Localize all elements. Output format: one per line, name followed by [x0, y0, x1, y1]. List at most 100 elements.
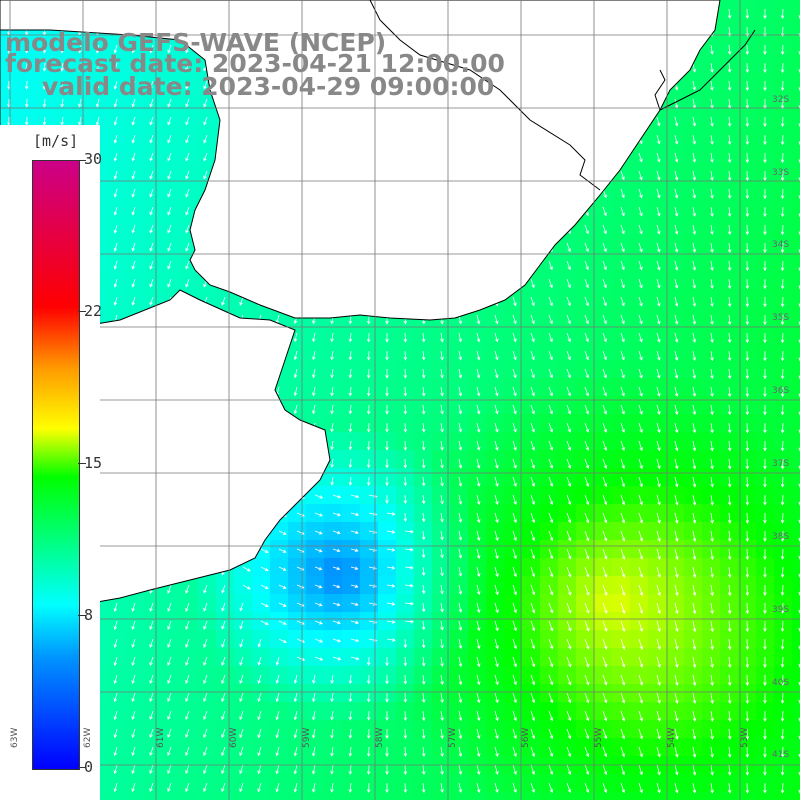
- wind-arrow: [185, 116, 190, 126]
- wind-arrow: [476, 584, 481, 596]
- wind-arrow: [95, 80, 100, 90]
- wind-arrow: [763, 476, 767, 488]
- wind-cell: [756, 792, 774, 800]
- wind-arrow: [257, 710, 262, 721]
- wind-arrow: [674, 332, 679, 343]
- wind-arrow: [421, 512, 426, 523]
- wind-arrow: [131, 674, 136, 685]
- wind-arrow: [386, 530, 396, 534]
- wind-arrow: [366, 692, 371, 703]
- wind-arrow: [476, 710, 481, 722]
- wind-arrow: [763, 314, 767, 326]
- wind-arrow: [745, 440, 750, 452]
- wind-arrow: [674, 314, 679, 325]
- wind-arrow: [440, 368, 444, 379]
- wind-arrow: [512, 332, 517, 343]
- wind-arrow: [638, 782, 643, 794]
- wind-arrow: [348, 728, 353, 739]
- wind-arrow: [113, 188, 118, 198]
- wind-arrow: [780, 152, 785, 164]
- lon-label: 56W: [521, 727, 531, 748]
- wind-arrow: [727, 710, 732, 722]
- wind-arrow: [780, 296, 785, 308]
- wind-arrow: [727, 224, 732, 236]
- wind-arrow: [727, 170, 732, 182]
- wind-arrow: [512, 728, 517, 740]
- wind-arrow: [275, 728, 280, 739]
- wind-arrow: [42, 116, 47, 126]
- wind-arrow: [476, 782, 481, 793]
- wind-arrow: [602, 512, 608, 524]
- wind-arrow: [203, 728, 208, 739]
- wind-arrow: [674, 476, 679, 488]
- wind-arrow: [312, 710, 316, 721]
- wind-arrow: [185, 764, 190, 775]
- wind-cell: [792, 450, 800, 468]
- wind-cell: [792, 738, 800, 756]
- wind-arrow: [512, 404, 517, 415]
- wind-arrow: [330, 476, 334, 486]
- wind-arrow: [620, 260, 625, 271]
- wind-arrow: [566, 332, 571, 343]
- wind-arrow: [421, 638, 426, 649]
- wind-arrow: [548, 710, 554, 722]
- wind-arrow: [312, 674, 316, 684]
- wind-arrow: [203, 710, 208, 721]
- wind-arrow: [763, 656, 767, 668]
- wind-arrow: [332, 620, 341, 625]
- wind-arrow: [385, 494, 389, 504]
- wind-arrow: [512, 440, 517, 451]
- wind-arrow: [710, 134, 714, 145]
- wind-cell: [216, 792, 234, 800]
- wind-arrow: [113, 728, 118, 739]
- wind-arrow: [620, 224, 625, 235]
- wind-arrow: [548, 620, 554, 632]
- wind-arrow: [312, 368, 316, 379]
- wind-arrow: [275, 656, 280, 666]
- wind-arrow: [239, 764, 244, 775]
- wind-arrow: [403, 674, 408, 685]
- wind-arrow: [548, 548, 554, 560]
- wind-arrow: [674, 278, 679, 289]
- wind-arrow: [745, 116, 750, 128]
- wind-arrow: [458, 728, 463, 740]
- wind-arrow: [727, 674, 732, 687]
- wind-arrow: [692, 548, 697, 560]
- wind-arrow: [476, 512, 481, 524]
- wind-arrow: [330, 386, 334, 397]
- wind-arrow: [620, 674, 626, 686]
- wind-cell: [198, 792, 216, 800]
- wind-arrow: [494, 404, 499, 415]
- wind-arrow: [149, 206, 154, 216]
- wind-arrow: [745, 674, 750, 687]
- wind-arrow: [366, 674, 371, 685]
- wind-arrow: [602, 566, 608, 578]
- wind-arrow: [745, 62, 750, 73]
- wind-arrow: [185, 692, 190, 702]
- wind-arrow: [656, 278, 661, 289]
- wind-arrow: [403, 386, 408, 397]
- wind-arrow: [131, 62, 136, 72]
- wind-arrow: [421, 566, 426, 577]
- wind-arrow: [42, 62, 47, 72]
- colorbar-tick-mark: [78, 463, 86, 464]
- wind-arrow: [584, 764, 590, 776]
- wind-arrow: [602, 260, 607, 271]
- wind-cell: [792, 684, 800, 702]
- wind-arrow: [494, 728, 499, 740]
- wind-arrow: [710, 332, 714, 344]
- wind-arrow: [149, 242, 154, 252]
- wind-arrow: [727, 656, 732, 669]
- wind-arrow: [385, 404, 389, 415]
- wind-arrow: [692, 404, 697, 416]
- wind-arrow: [131, 224, 136, 234]
- lat-label: 40S: [772, 678, 790, 688]
- wind-cell: [702, 792, 720, 800]
- wind-cell: [792, 72, 800, 90]
- wind-arrow: [404, 583, 414, 588]
- wind-arrow: [620, 386, 625, 397]
- wind-arrow: [458, 584, 463, 595]
- wind-arrow: [710, 368, 714, 380]
- wind-arrow: [203, 656, 208, 666]
- wind-arrow: [149, 98, 154, 108]
